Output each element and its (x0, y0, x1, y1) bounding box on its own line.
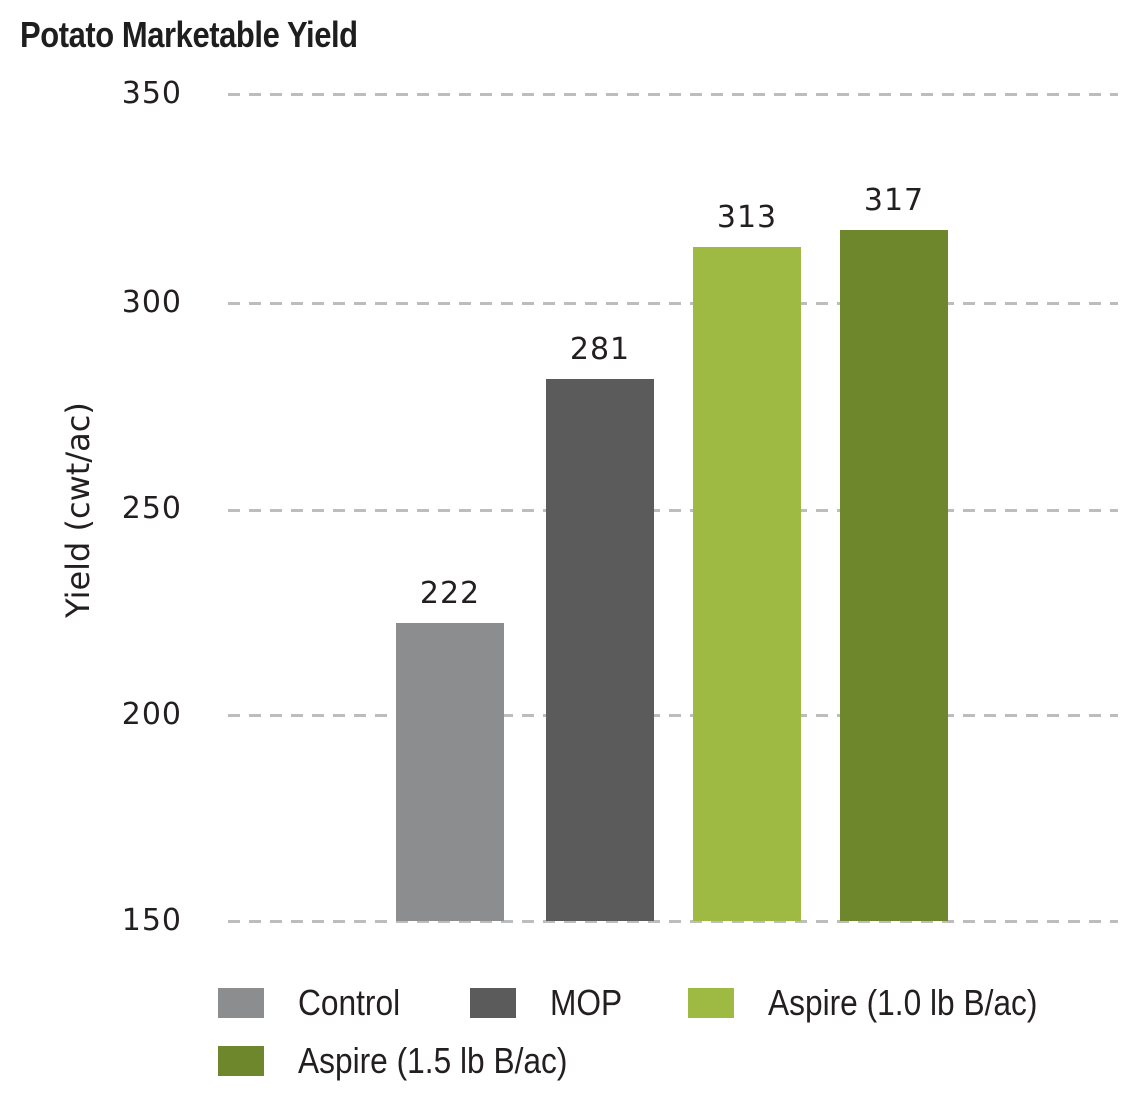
legend-item-control: Control (218, 982, 414, 1024)
bar-value-label: 313 (716, 199, 778, 235)
legend-label: Control (298, 982, 401, 1023)
chart-title: Potato Marketable Yield (20, 14, 358, 55)
y-tick-150: 150 (121, 903, 182, 938)
legend-label: Aspire (1.5 lb B/ac) (298, 1040, 568, 1081)
legend-swatch (218, 1046, 264, 1076)
y-tick-300: 300 (121, 285, 182, 320)
bar-aspire-1-5 (840, 230, 948, 921)
legend-item-aspire-1-0: Aspire (1.0 lb B/ac) (688, 982, 1074, 1024)
gridline-150 (228, 920, 1118, 923)
bar-value-label: 281 (569, 332, 631, 368)
bar-control (396, 623, 504, 921)
legend-label: MOP (550, 982, 623, 1023)
legend-item-mop: MOP (470, 982, 632, 1024)
gridline-250 (228, 509, 1118, 512)
bar-value-label: 222 (419, 576, 481, 612)
y-tick-250: 250 (121, 491, 182, 526)
y-tick-350: 350 (121, 76, 182, 111)
legend-swatch (218, 988, 264, 1018)
y-tick-200: 200 (121, 697, 182, 732)
gridline-300 (228, 302, 1118, 305)
legend-swatch (470, 988, 516, 1018)
legend-label: Aspire (1.0 lb B/ac) (768, 982, 1038, 1023)
bar-value-label: 317 (863, 183, 925, 219)
gridline-200 (228, 714, 1118, 717)
y-axis-label: Yield (cwt/ac) (59, 402, 97, 618)
legend-item-aspire-1-5: Aspire (1.5 lb B/ac) (218, 1040, 604, 1082)
bar-mop (546, 379, 654, 921)
legend-swatch (688, 988, 734, 1018)
gridline-350 (228, 93, 1118, 96)
bar-aspire-1-0 (693, 246, 801, 921)
